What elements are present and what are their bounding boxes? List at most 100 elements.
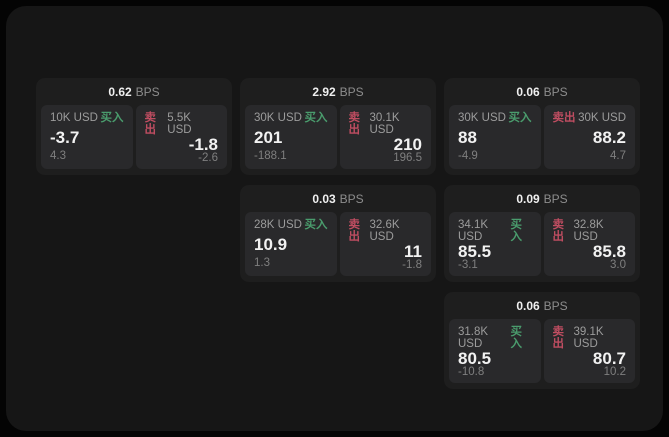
buy-label: 买入 bbox=[304, 219, 328, 231]
panel-top: 卖出 39.1K USD bbox=[552, 326, 627, 350]
quote-card: 0.03 BPS 28K USD 买入 10.9 1.3 卖出 32.6K US… bbox=[240, 185, 436, 282]
panel-top: 34.1K USD 买入 bbox=[458, 219, 532, 243]
card-body: 30K USD 买入 201 -188.1 卖出 30.1K USD 210 1… bbox=[240, 105, 436, 169]
bps-value: 0.62 bbox=[108, 84, 132, 99]
card-body: 30K USD 买入 88 -4.9 卖出 30K USD 88.2 4.7 bbox=[444, 105, 640, 169]
sell-quote-panel[interactable]: 卖出 5.5K USD -1.8 -2.6 bbox=[135, 105, 227, 169]
bps-value: 0.06 bbox=[516, 84, 540, 99]
quote-card: 2.92 BPS 30K USD 买入 201 -188.1 卖出 30.1K … bbox=[240, 78, 436, 175]
sell-delta: 10.2 bbox=[603, 366, 626, 378]
sell-amount: 32.8K USD bbox=[573, 219, 604, 243]
buy-amount: 30K USD bbox=[254, 112, 302, 124]
quote-card: 0.09 BPS 34.1K USD 买入 85.5 -3.1 卖出 32.8K… bbox=[444, 185, 640, 282]
panel-top: 卖出 30K USD bbox=[552, 112, 627, 125]
buy-price: 85.5 bbox=[458, 242, 492, 261]
sell-delta: 4.7 bbox=[610, 149, 626, 162]
buy-price: 10.9 bbox=[254, 235, 288, 254]
sell-amount: 5.5K USD bbox=[167, 112, 192, 136]
panel-top: 30K USD 买入 bbox=[254, 112, 328, 125]
bps-unit: BPS bbox=[135, 84, 160, 99]
buy-delta: -3.1 bbox=[458, 259, 478, 271]
buy-label: 买入 bbox=[510, 326, 523, 350]
buy-price: 80.5 bbox=[458, 349, 492, 368]
card-body: 31.8K USD 买入 80.5 -10.8 卖出 39.1K USD 80.… bbox=[444, 319, 640, 383]
sell-quote-panel[interactable]: 卖出 30.1K USD 210 196.5 bbox=[339, 105, 431, 169]
panel-top: 卖出 5.5K USD bbox=[144, 112, 219, 136]
sell-price: 11 bbox=[404, 242, 422, 261]
sell-amount: 30K USD bbox=[578, 112, 626, 124]
panel-top: 31.8K USD 买入 bbox=[458, 326, 532, 350]
sell-quote-panel[interactable]: 卖出 30K USD 88.2 4.7 bbox=[543, 105, 635, 169]
sell-quote-panel[interactable]: 卖出 32.8K USD 85.8 3.0 bbox=[543, 212, 635, 276]
buy-quote-panel[interactable]: 30K USD 买入 88 -4.9 bbox=[449, 105, 541, 169]
sell-label: 卖出 bbox=[552, 112, 576, 124]
card-header: 0.62 BPS bbox=[36, 78, 232, 105]
bps-value: 0.03 bbox=[312, 191, 336, 206]
buy-amount: 28K USD bbox=[254, 219, 302, 231]
buy-price: -3.7 bbox=[50, 128, 80, 147]
quote-card: 0.06 BPS 31.8K USD 买入 80.5 -10.8 卖出 39.1… bbox=[444, 292, 640, 389]
bps-value: 0.09 bbox=[516, 191, 540, 206]
buy-quote-panel[interactable]: 34.1K USD 买入 85.5 -3.1 bbox=[449, 212, 541, 276]
sell-delta: -1.8 bbox=[402, 259, 422, 271]
sell-label: 卖出 bbox=[552, 219, 565, 243]
bps-unit: BPS bbox=[543, 191, 568, 206]
card-header: 2.92 BPS bbox=[240, 78, 436, 105]
buy-label: 买入 bbox=[100, 112, 124, 124]
sell-label: 卖出 bbox=[552, 326, 565, 350]
quote-card: 0.06 BPS 30K USD 买入 88 -4.9 卖出 30K USD 8… bbox=[444, 78, 640, 175]
sell-amount: 32.6K USD bbox=[369, 219, 400, 243]
sell-price: 80.7 bbox=[592, 349, 626, 368]
bps-unit: BPS bbox=[339, 191, 364, 206]
buy-price: 201 bbox=[254, 128, 283, 147]
bps-value: 0.06 bbox=[516, 298, 540, 313]
panel-top: 28K USD 买入 bbox=[254, 219, 328, 232]
buy-quote-panel[interactable]: 28K USD 买入 10.9 1.3 bbox=[245, 212, 337, 276]
sell-label: 卖出 bbox=[144, 112, 157, 136]
buy-quote-panel[interactable]: 10K USD 买入 -3.7 4.3 bbox=[41, 105, 133, 169]
buy-label: 买入 bbox=[510, 219, 523, 243]
sell-label: 卖出 bbox=[348, 112, 361, 136]
sell-quote-panel[interactable]: 卖出 32.6K USD 11 -1.8 bbox=[339, 212, 431, 276]
buy-delta: -188.1 bbox=[254, 149, 287, 162]
buy-amount: 30K USD bbox=[458, 112, 506, 124]
buy-label: 买入 bbox=[304, 112, 328, 124]
sell-delta: -2.6 bbox=[198, 152, 218, 164]
panel-top: 卖出 32.6K USD bbox=[348, 219, 423, 243]
bps-unit: BPS bbox=[339, 84, 364, 99]
sell-amount: 39.1K USD bbox=[573, 326, 604, 350]
buy-delta: -10.8 bbox=[458, 366, 485, 378]
sell-delta: 3.0 bbox=[610, 259, 626, 271]
sell-price: 88.2 bbox=[592, 128, 626, 147]
sell-label: 卖出 bbox=[348, 219, 361, 243]
panel-top: 30K USD 买入 bbox=[458, 112, 532, 125]
bps-unit: BPS bbox=[543, 84, 568, 99]
card-body: 28K USD 买入 10.9 1.3 卖出 32.6K USD 11 -1.8 bbox=[240, 212, 436, 276]
buy-delta: 1.3 bbox=[254, 256, 270, 269]
buy-amount: 34.1K USD bbox=[458, 219, 489, 243]
buy-quote-panel[interactable]: 30K USD 买入 201 -188.1 bbox=[245, 105, 337, 169]
buy-delta: 4.3 bbox=[50, 149, 66, 162]
bps-value: 2.92 bbox=[312, 84, 336, 99]
buy-quote-panel[interactable]: 31.8K USD 买入 80.5 -10.8 bbox=[449, 319, 541, 383]
card-body: 34.1K USD 买入 85.5 -3.1 卖出 32.8K USD 85.8… bbox=[444, 212, 640, 276]
sell-price: 210 bbox=[393, 135, 422, 154]
card-header: 0.09 BPS bbox=[444, 185, 640, 212]
card-header: 0.03 BPS bbox=[240, 185, 436, 212]
panel-top: 卖出 32.8K USD bbox=[552, 219, 627, 243]
quote-card: 0.62 BPS 10K USD 买入 -3.7 4.3 卖出 5.5K USD… bbox=[36, 78, 232, 175]
card-header: 0.06 BPS bbox=[444, 78, 640, 105]
buy-price: 88 bbox=[458, 128, 477, 147]
sell-quote-panel[interactable]: 卖出 39.1K USD 80.7 10.2 bbox=[543, 319, 635, 383]
buy-amount: 10K USD bbox=[50, 112, 98, 124]
sell-delta: 196.5 bbox=[393, 152, 422, 164]
buy-delta: -4.9 bbox=[458, 149, 478, 162]
panel-top: 10K USD 买入 bbox=[50, 112, 124, 125]
card-header: 0.06 BPS bbox=[444, 292, 640, 319]
sell-amount: 30.1K USD bbox=[369, 112, 400, 136]
panel-top: 卖出 30.1K USD bbox=[348, 112, 423, 136]
buy-label: 买入 bbox=[508, 112, 532, 124]
bps-unit: BPS bbox=[543, 298, 568, 313]
sell-price: -1.8 bbox=[188, 135, 218, 154]
